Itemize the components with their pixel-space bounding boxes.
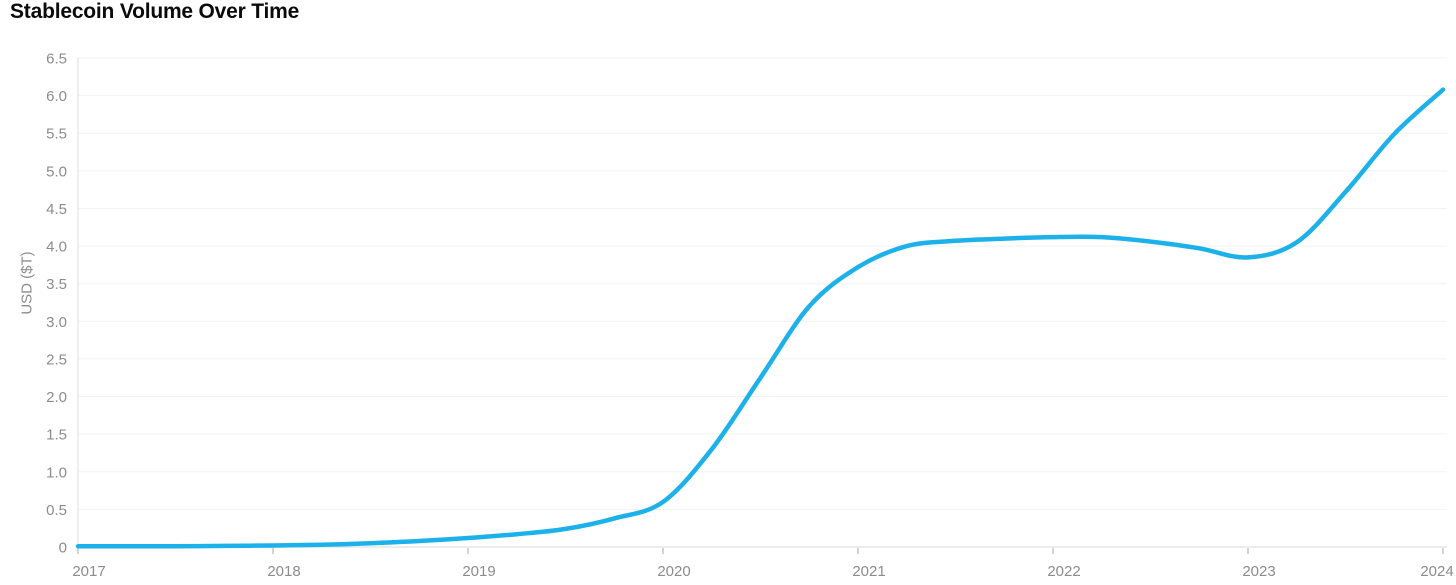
x-tick-label: 2020 [657,563,690,580]
x-tick-label: 2023 [1242,563,1275,580]
y-tick-label: 4.5 [46,201,67,218]
y-tick-label: 5.5 [46,126,67,143]
x-tick-label: 2019 [462,563,495,580]
y-tick-label: 1.0 [46,464,67,481]
y-tick-label: 6.0 [46,88,67,105]
x-tick-label: 2017 [72,563,105,580]
y-tick-label: 3.0 [46,314,67,331]
x-tick-label: 2024 [1420,563,1453,580]
y-tick-label: 6.5 [46,51,67,68]
y-tick-label: 1.5 [46,427,67,444]
x-tick-label: 2018 [267,563,300,580]
x-tick-label: 2022 [1047,563,1080,580]
y-tick-label: 0 [59,540,67,557]
x-tick-label: 2021 [852,563,885,580]
y-tick-label: 5.0 [46,163,67,180]
y-tick-label: 2.5 [46,351,67,368]
volume-line-series [75,87,1446,549]
y-tick-label: 3.5 [46,276,67,293]
y-tick-label: 4.0 [46,239,67,256]
chart-title: Stablecoin Volume Over Time [10,0,300,23]
y-tick-label: 2.0 [46,389,67,406]
y-axis-title: USD ($T) [18,251,36,315]
y-tick-label: 0.5 [46,502,67,519]
